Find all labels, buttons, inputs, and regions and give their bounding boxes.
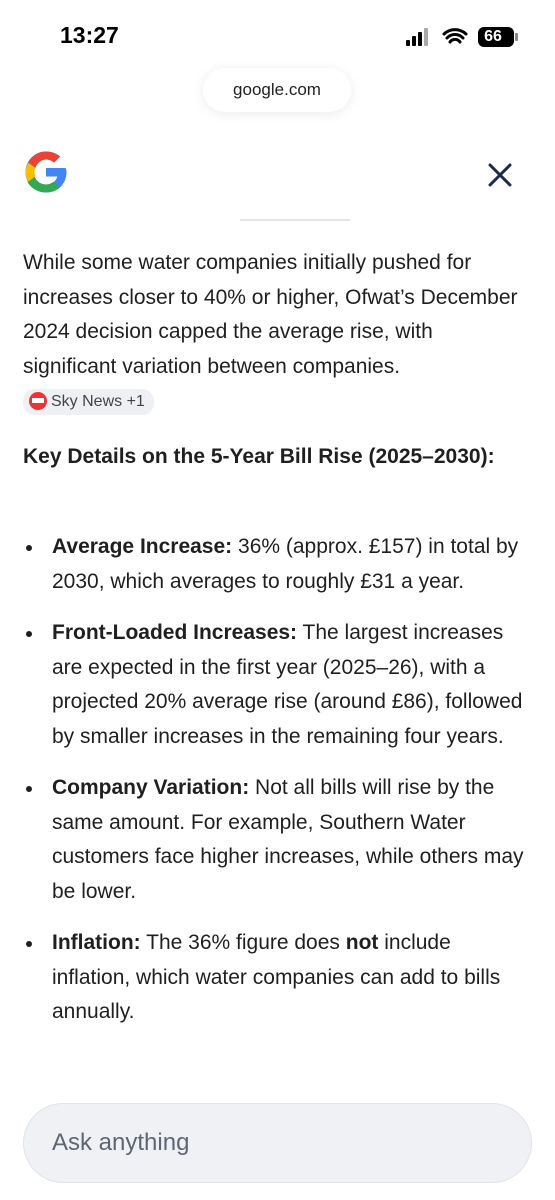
answer-paragraph: While some water companies initially pus… [23, 246, 528, 419]
item-label: Inflation: [52, 931, 141, 954]
address-bar[interactable]: google.com [203, 68, 351, 112]
source-chip-label: Sky News +1 [51, 393, 145, 410]
source-chip[interactable]: Sky News +1 [23, 389, 154, 415]
google-logo[interactable] [22, 148, 70, 196]
list-item: Inflation: The 36% figure does not inclu… [23, 926, 533, 1030]
ask-input[interactable]: Ask anything [23, 1103, 532, 1183]
drag-handle [240, 219, 350, 221]
list-item: Front-Loaded Increases: The largest incr… [23, 616, 533, 754]
list-item: Company Variation: Not all bills will ri… [23, 771, 533, 909]
source-icon [29, 392, 47, 410]
close-button[interactable] [486, 161, 514, 189]
status-time: 13:27 [60, 22, 119, 48]
item-text: include inflation, which water companies… [52, 931, 501, 1023]
paragraph-text: While some water companies initially pus… [23, 251, 518, 378]
item-label: Front-Loaded Increases: [52, 621, 298, 644]
section-heading: Key Details on the 5-Year Bill Rise (202… [23, 445, 495, 468]
status-icons [406, 27, 518, 47]
battery-level: 66 [484, 28, 502, 45]
item-label: Average Increase: [52, 535, 233, 558]
item-text: 36% (approx. £157) in total by 2030, whi… [52, 535, 519, 593]
item-label: Company Variation: [52, 776, 250, 799]
item-text: The largest increases are expected in th… [52, 621, 523, 748]
item-text: Not all bills will rise by the same amou… [52, 776, 524, 903]
list-item: Average Increase: 36% (approx. £157) in … [23, 530, 533, 599]
item-text: The 36% figure does [146, 931, 346, 954]
item-emphasis: not [345, 931, 379, 954]
detail-list: Average Increase: 36% (approx. £157) in … [23, 530, 533, 1047]
